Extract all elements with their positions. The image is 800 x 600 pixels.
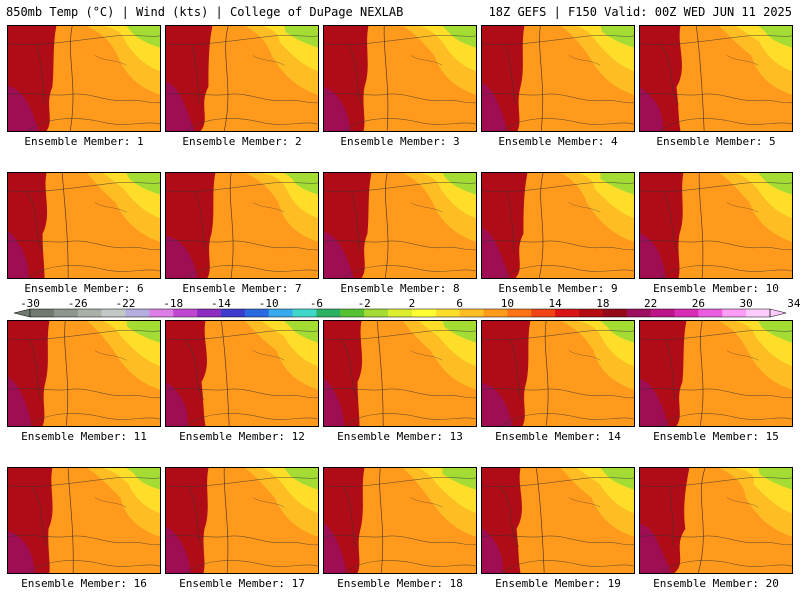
ensemble-member-label: Ensemble Member: 2 xyxy=(182,135,302,148)
colorbar-swatch xyxy=(650,309,675,317)
ensemble-member-label: Ensemble Member: 7 xyxy=(182,282,302,295)
colorbar-swatch xyxy=(459,309,484,317)
colorbar-tick-label: 10 xyxy=(501,298,514,310)
colorbar-swatch xyxy=(411,309,437,317)
ensemble-member-map xyxy=(639,320,793,427)
ensemble-member-map xyxy=(7,172,161,279)
ensemble-member-label: Ensemble Member: 17 xyxy=(179,577,305,590)
colorbar-swatch xyxy=(388,309,413,317)
colorbar-swatch xyxy=(435,309,460,317)
map-title: 850mb Temp (°C) | Wind (kts) | College o… xyxy=(6,5,404,19)
temperature-colorbar: -30-26-22-18-14-10-6-2261014182226303438… xyxy=(13,298,800,318)
ensemble-member-map xyxy=(481,25,635,132)
ensemble-member-map xyxy=(323,467,477,574)
colorbar-swatch xyxy=(746,309,771,317)
colorbar-swatch xyxy=(149,309,174,317)
ensemble-member-map xyxy=(639,25,793,132)
colorbar-swatch xyxy=(244,309,270,317)
colorbar-swatch xyxy=(579,309,604,317)
ensemble-member-map xyxy=(323,172,477,279)
ensemble-member-label: Ensemble Member: 5 xyxy=(656,135,776,148)
ensemble-member-label: Ensemble Member: 20 xyxy=(653,577,779,590)
colorbar-max-arrow xyxy=(769,308,787,318)
colorbar-tick-label: -30 xyxy=(20,298,40,310)
ensemble-member-label: Ensemble Member: 14 xyxy=(495,430,621,443)
ensemble-member-label: Ensemble Member: 16 xyxy=(21,577,147,590)
ensemble-member-map xyxy=(7,467,161,574)
colorbar-tick-label: 30 xyxy=(740,298,753,310)
colorbar-swatch xyxy=(531,309,556,317)
colorbar-swatch xyxy=(698,309,723,317)
colorbar-swatch xyxy=(722,309,747,317)
ensemble-member-map xyxy=(7,320,161,427)
colorbar-swatch xyxy=(268,309,293,317)
ensemble-member-map xyxy=(481,172,635,279)
ensemble-member-label: Ensemble Member: 4 xyxy=(498,135,618,148)
colorbar-swatch xyxy=(316,309,341,317)
colorbar-tick-label: 2 xyxy=(409,298,416,310)
colorbar-tick-label: 22 xyxy=(644,298,657,310)
colorbar-swatch xyxy=(292,309,317,317)
colorbar-tick-label: -18 xyxy=(163,298,183,310)
colorbar-swatch xyxy=(674,309,699,317)
colorbar-swatch xyxy=(364,309,389,317)
colorbar-swatch xyxy=(173,309,198,317)
ensemble-member-label: Ensemble Member: 19 xyxy=(495,577,621,590)
colorbar-tick-label: -22 xyxy=(116,298,136,310)
colorbar-swatch xyxy=(626,309,651,317)
ensemble-member-map xyxy=(481,320,635,427)
ensemble-member-label: Ensemble Member: 12 xyxy=(179,430,305,443)
colorbar-tick-label: 14 xyxy=(549,298,563,310)
ensemble-member-map xyxy=(323,25,477,132)
ensemble-member-label: Ensemble Member: 11 xyxy=(21,430,147,443)
colorbar-tick-label: 18 xyxy=(596,298,609,310)
colorbar-tick-label: -14 xyxy=(211,298,231,310)
ensemble-member-map xyxy=(165,320,319,427)
ensemble-member-map xyxy=(639,467,793,574)
colorbar-tick-label: -10 xyxy=(259,298,279,310)
ensemble-member-map xyxy=(7,25,161,132)
ensemble-member-label: Ensemble Member: 3 xyxy=(340,135,460,148)
colorbar-tick-label: 34 xyxy=(787,298,800,310)
ensemble-member-map xyxy=(323,320,477,427)
colorbar-swatch xyxy=(602,309,628,317)
ensemble-member-label: Ensemble Member: 9 xyxy=(498,282,618,295)
colorbar-swatch xyxy=(555,309,580,317)
colorbar-swatch xyxy=(77,309,102,317)
model-run-info: 18Z GEFS | F150 Valid: 00Z WED JUN 11 20… xyxy=(488,5,792,19)
colorbar-tick-label: 26 xyxy=(692,298,705,310)
colorbar-swatch xyxy=(197,309,222,317)
colorbar-swatch xyxy=(30,309,55,317)
ensemble-member-map xyxy=(165,467,319,574)
ensemble-member-label: Ensemble Member: 6 xyxy=(24,282,144,295)
ensemble-member-map xyxy=(639,172,793,279)
ensemble-member-map xyxy=(165,25,319,132)
ensemble-member-map xyxy=(481,467,635,574)
ensemble-member-map xyxy=(165,172,319,279)
ensemble-member-label: Ensemble Member: 10 xyxy=(653,282,779,295)
colorbar-tick-label: -6 xyxy=(310,298,323,310)
colorbar-swatch xyxy=(507,309,532,317)
ensemble-member-label: Ensemble Member: 13 xyxy=(337,430,463,443)
colorbar-swatch xyxy=(340,309,365,317)
ensemble-member-label: Ensemble Member: 1 xyxy=(24,135,144,148)
colorbar-swatch xyxy=(220,309,246,317)
colorbar-tick-label: 6 xyxy=(456,298,463,310)
ensemble-member-label: Ensemble Member: 15 xyxy=(653,430,779,443)
colorbar-tick-label: -2 xyxy=(358,298,371,310)
ensemble-member-label: Ensemble Member: 8 xyxy=(340,282,460,295)
colorbar-swatch xyxy=(53,309,79,317)
colorbar-swatch xyxy=(101,309,126,317)
colorbar-swatch xyxy=(125,309,150,317)
colorbar-min-arrow xyxy=(13,308,31,318)
colorbar-swatch xyxy=(483,309,508,317)
ensemble-member-label: Ensemble Member: 18 xyxy=(337,577,463,590)
colorbar-tick-label: -26 xyxy=(68,298,88,310)
